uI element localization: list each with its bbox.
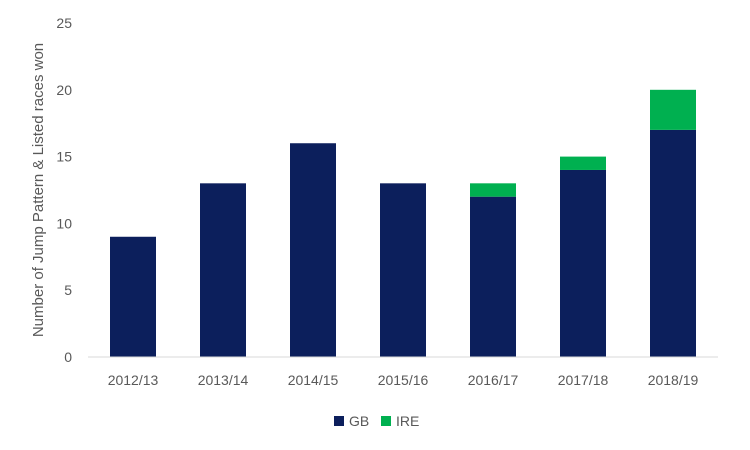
legend: GB IRE xyxy=(334,413,419,429)
y-tick-label: 15 xyxy=(56,149,72,165)
bar-gb-2018-19 xyxy=(650,129,696,357)
x-tick-label: 2017/18 xyxy=(558,372,609,388)
bar-gb-2012-13 xyxy=(110,236,156,357)
y-axis-ticks: 0 5 10 15 20 25 xyxy=(56,15,72,365)
legend-label-gb: GB xyxy=(349,413,369,429)
x-tick-label: 2012/13 xyxy=(108,372,159,388)
y-tick-label: 0 xyxy=(64,349,72,365)
legend-swatch-gb xyxy=(334,416,344,426)
bar-gb-2017-18 xyxy=(560,169,606,357)
x-tick-label: 2014/15 xyxy=(288,372,339,388)
y-tick-label: 5 xyxy=(64,282,72,298)
legend-label-ire: IRE xyxy=(396,413,419,429)
x-tick-label: 2015/16 xyxy=(378,372,429,388)
bars xyxy=(110,89,696,357)
bar-ire-2016-17 xyxy=(470,183,516,197)
bar-gb-2013-14 xyxy=(200,183,246,357)
bar-ire-2018-19 xyxy=(650,89,696,130)
x-tick-label: 2013/14 xyxy=(198,372,249,388)
x-axis-ticks: 2012/13 2013/14 2014/15 2015/16 2016/17 2017/… xyxy=(108,372,699,388)
x-tick-label: 2016/17 xyxy=(468,372,519,388)
y-tick-label: 20 xyxy=(56,82,72,98)
x-tick-label: 2018/19 xyxy=(648,372,699,388)
bar-gb-2015-16 xyxy=(380,183,426,357)
y-axis-title: Number of Jump Pattern & Listed races wo… xyxy=(30,43,47,337)
bar-gb-2016-17 xyxy=(470,196,516,357)
legend-swatch-ire xyxy=(381,416,391,426)
bar-gb-2014-15 xyxy=(290,143,336,357)
y-tick-label: 25 xyxy=(56,15,72,31)
bar-ire-2017-18 xyxy=(560,156,606,170)
y-tick-label: 10 xyxy=(56,215,72,231)
